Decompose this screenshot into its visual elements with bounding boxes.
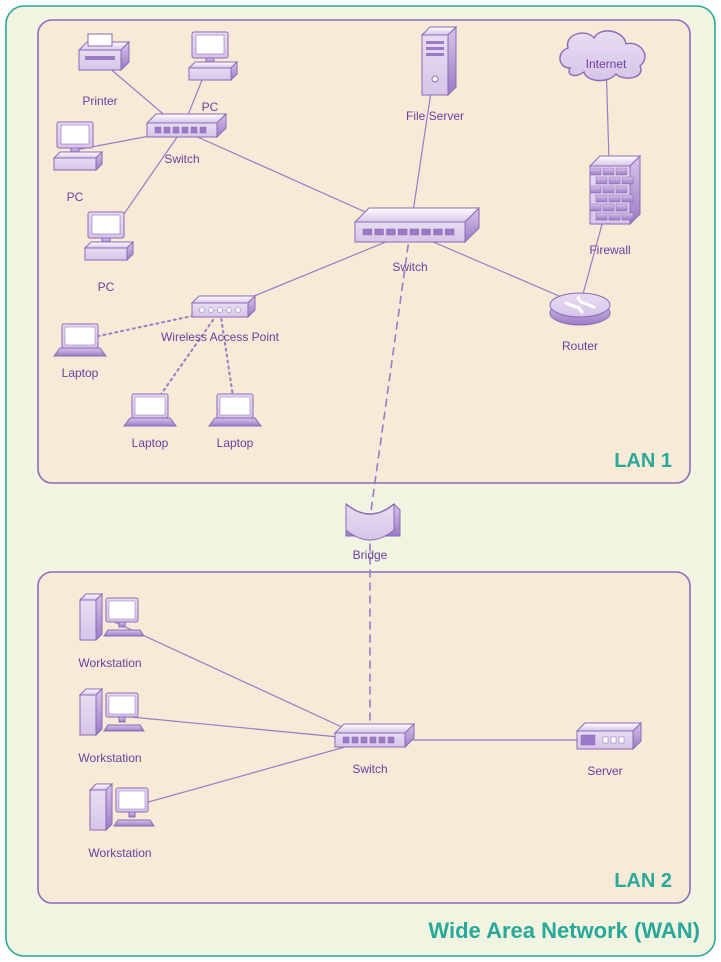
- node-ws1: [80, 594, 144, 640]
- label-pc_left1: PC: [67, 190, 84, 204]
- node-ws3: [90, 784, 154, 830]
- label-firewall: Firewall: [589, 243, 630, 257]
- label-server: Server: [587, 764, 622, 778]
- label-router: Router: [562, 339, 598, 353]
- node-laptop1: [54, 324, 106, 356]
- label-ws1: Workstation: [78, 656, 141, 670]
- node-server: [577, 723, 641, 749]
- node-wap: [192, 296, 255, 317]
- node-router: [550, 293, 610, 325]
- label-switch_l: Switch: [164, 152, 199, 166]
- label-printer: Printer: [82, 94, 117, 108]
- label-ws3: Workstation: [88, 846, 151, 860]
- label-laptop2: Laptop: [132, 436, 169, 450]
- label-pc_left2: PC: [98, 280, 115, 294]
- region-label-lan2: LAN 2: [0, 870, 672, 893]
- label-fileserver: File Server: [406, 109, 464, 123]
- node-switch_b: [335, 724, 414, 747]
- node-switch_c: [355, 208, 479, 242]
- label-laptop3: Laptop: [217, 436, 254, 450]
- network-svg: [0, 0, 721, 962]
- region-label-wan: Wide Area Network (WAN): [0, 918, 700, 944]
- node-ws2: [80, 689, 144, 735]
- node-fileserver: [422, 27, 456, 95]
- label-ws2: Workstation: [78, 751, 141, 765]
- label-switch_c: Switch: [392, 260, 427, 274]
- label-switch_b: Switch: [352, 762, 387, 776]
- node-laptop2: [124, 394, 176, 426]
- label-internet: Internet: [586, 57, 627, 71]
- label-bridge: Bridge: [353, 548, 388, 562]
- node-switch_l: [147, 114, 226, 137]
- node-firewall: [590, 156, 640, 224]
- label-pc_top: PC: [202, 100, 219, 114]
- region-label-lan1: LAN 1: [0, 450, 672, 473]
- node-laptop3: [209, 394, 261, 426]
- label-laptop1: Laptop: [62, 366, 99, 380]
- label-wap: Wireless Access Point: [161, 330, 279, 344]
